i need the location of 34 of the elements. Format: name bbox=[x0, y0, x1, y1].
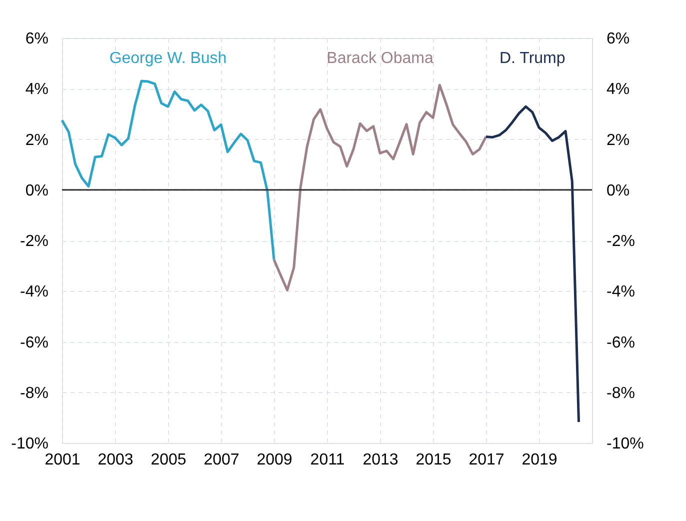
y-tick-label: 4% bbox=[25, 81, 48, 98]
line-series bbox=[60, 80, 276, 261]
y2-tick-label: -6% bbox=[606, 334, 635, 352]
y-tick-label: 6% bbox=[25, 30, 48, 48]
y2-tick-label: 4% bbox=[606, 81, 630, 98]
y2-tick-label: 0% bbox=[606, 182, 630, 200]
x-tick-label: 2019 bbox=[522, 452, 558, 468]
y2-tick-label: -8% bbox=[606, 384, 635, 402]
series-label: George W. Bush bbox=[109, 50, 227, 67]
y2-tick-label: 2% bbox=[606, 132, 630, 149]
y-tick-label: -8% bbox=[20, 384, 48, 402]
x-tick-label: 2017 bbox=[468, 452, 504, 468]
y-tick-label: -10% bbox=[11, 436, 48, 452]
x-tick-label: 2007 bbox=[204, 452, 240, 468]
line-series bbox=[484, 105, 580, 424]
y-tick-label: -6% bbox=[20, 334, 48, 352]
x-tick-label: 2013 bbox=[362, 452, 398, 468]
x-tick-label: 2011 bbox=[310, 452, 345, 468]
x-tick-label: 2003 bbox=[98, 452, 134, 468]
series-label: Barack Obama bbox=[326, 50, 434, 67]
line-series bbox=[272, 84, 488, 292]
y2-tick-label: -10% bbox=[606, 436, 644, 452]
y-tick-label: 2% bbox=[25, 132, 48, 149]
y-tick-label: -2% bbox=[20, 233, 48, 250]
x-tick-label: 2015 bbox=[416, 452, 452, 468]
x-tick-label: 2005 bbox=[150, 452, 186, 468]
x-tick-label: 2001 bbox=[44, 452, 80, 468]
text: D. Trump bbox=[499, 50, 566, 67]
x-tick-label: 2009 bbox=[256, 452, 292, 468]
y2-tick-label: -4% bbox=[606, 284, 635, 301]
y2-tick-label: 6% bbox=[606, 30, 630, 48]
y-tick-label: -4% bbox=[20, 284, 48, 301]
y2-tick-label: -2% bbox=[606, 233, 635, 250]
y-tick-label: 0% bbox=[25, 182, 48, 200]
